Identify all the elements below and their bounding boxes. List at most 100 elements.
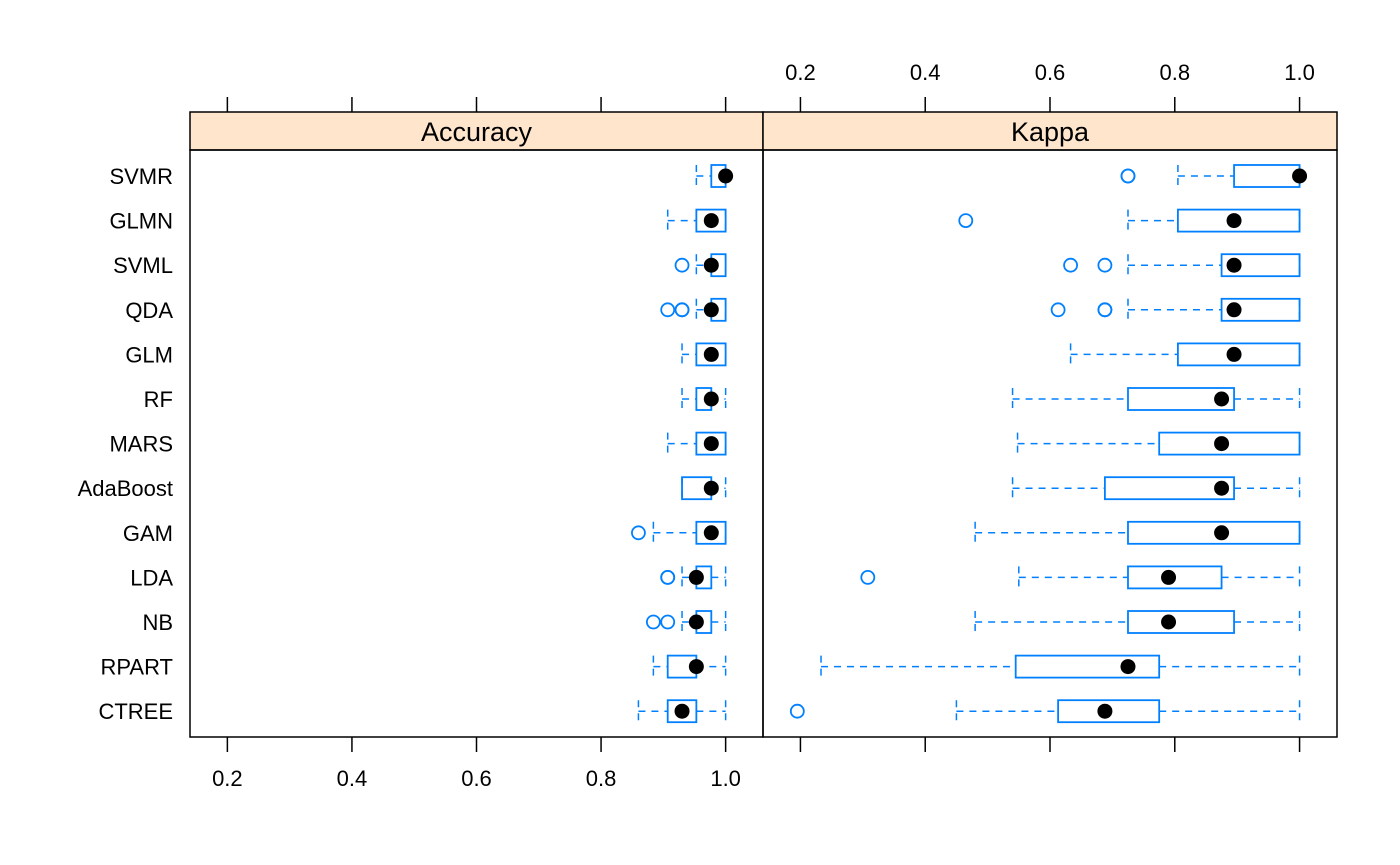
- outlier-point-0: [1063, 257, 1078, 273]
- iqr-box: [695, 520, 727, 545]
- model-label-adaboost: AdaBoost: [78, 476, 173, 501]
- panel-accuracy: Accuracy 0.2 0.4 0.6 0.8 1.0: [189, 97, 764, 791]
- outlier-point-1: [660, 570, 676, 585]
- model-label-mars: MARS: [109, 432, 173, 457]
- tick-label-accuracy-3: 0.8: [586, 766, 617, 791]
- iqr-box: [1127, 387, 1235, 411]
- median-dot: [1161, 614, 1177, 630]
- iqr-box: [666, 699, 698, 724]
- median-dot: [1120, 659, 1136, 675]
- median-dot: [703, 525, 719, 541]
- model-label-svml: SVML: [113, 253, 173, 278]
- median-dot: [1226, 302, 1242, 318]
- box-accuracy-svmr: [695, 164, 734, 188]
- box-kappa-svmr: [1120, 164, 1308, 188]
- model-label-gam: GAM: [123, 521, 173, 546]
- outlier-point-1: [1120, 168, 1136, 184]
- strip-label-kappa: Kappa: [1011, 117, 1090, 147]
- median-dot: [1214, 391, 1230, 407]
- iqr-box: [1233, 164, 1301, 188]
- iqr-box: [1104, 476, 1235, 501]
- median-dot: [703, 302, 719, 318]
- iqr-box: [1127, 520, 1301, 545]
- box-accuracy-svml: [674, 253, 727, 278]
- median-dot: [1292, 168, 1308, 184]
- median-dot: [718, 168, 734, 184]
- median-dot: [1214, 480, 1230, 496]
- box-accuracy-glm: [681, 342, 727, 367]
- outlier-point-0: [674, 257, 690, 273]
- model-label-ctree: CTREE: [98, 699, 173, 724]
- iqr-box: [1177, 208, 1301, 233]
- model-label-svmr: SVMR: [109, 164, 173, 189]
- tick-label-kappa-1: 0.4: [910, 60, 941, 85]
- outlier-point-0: [660, 302, 676, 318]
- iqr-box: [1220, 297, 1301, 322]
- box-accuracy-rf: [681, 387, 727, 411]
- box-accuracy-lda: [660, 565, 727, 590]
- outlier-point-1: [1097, 257, 1113, 273]
- box-accuracy-qda: [660, 297, 727, 322]
- outlier-point-0: [958, 213, 974, 229]
- outlier-point-0: [860, 570, 876, 585]
- tick-label-kappa-3: 0.8: [1159, 60, 1190, 85]
- iqr-box: [695, 342, 727, 367]
- box-kappa-mars: [1016, 431, 1301, 456]
- iqr-box: [695, 208, 727, 233]
- tick-label-accuracy-1: 0.4: [337, 766, 368, 791]
- tick-label-accuracy-2: 0.6: [461, 766, 492, 791]
- iqr-box: [1220, 253, 1301, 278]
- outlier-point-2: [1097, 302, 1113, 318]
- model-label-nb: NB: [142, 610, 173, 635]
- outlier-point-2: [674, 302, 690, 318]
- box-kappa-adaboost: [1011, 476, 1301, 501]
- tick-label-kappa-4: 1.0: [1284, 60, 1315, 85]
- median-dot: [703, 436, 719, 452]
- box-kappa-svml: [1063, 253, 1301, 278]
- box-accuracy-adaboost: [681, 476, 727, 501]
- box-accuracy-mars: [666, 431, 727, 456]
- strip-label-accuracy: Accuracy: [421, 117, 533, 147]
- median-dot: [703, 480, 719, 496]
- panel-frame-accuracy: [189, 149, 764, 738]
- box-accuracy-gam: [631, 520, 727, 545]
- box-accuracy-glmn: [666, 208, 727, 233]
- outlier-point-1: [660, 614, 676, 630]
- outlier-point-0: [789, 703, 805, 719]
- box-accuracy-rpart: [652, 654, 727, 679]
- tick-label-accuracy-0: 0.2: [212, 766, 243, 791]
- box-kappa-rf: [1011, 387, 1301, 411]
- iqr-box: [1158, 431, 1301, 456]
- model-label-rf: RF: [144, 387, 173, 412]
- iqr-box: [1127, 565, 1223, 590]
- outlier-point-0: [631, 525, 646, 541]
- model-labels-layer: SVMR GLMN SVML QDA GLM RF MARS AdaBoost GAM LDA NB…: [78, 164, 174, 724]
- median-dot: [1214, 436, 1230, 452]
- box-accuracy-ctree: [637, 699, 727, 724]
- strip-accuracy: [189, 111, 764, 151]
- box-kappa-gam: [974, 520, 1301, 545]
- model-label-lda: LDA: [130, 565, 173, 590]
- box-kappa-lda: [860, 565, 1301, 590]
- box-kappa-nb: [974, 610, 1301, 634]
- box-kappa-rpart: [820, 654, 1301, 679]
- median-dot: [1226, 257, 1242, 273]
- median-dot: [688, 614, 704, 630]
- model-label-glm: GLM: [125, 342, 173, 367]
- median-dot: [1161, 569, 1177, 585]
- box-accuracy-nb: [645, 610, 727, 634]
- tick-label-kappa-0: 0.2: [785, 60, 816, 85]
- median-dot: [703, 391, 719, 407]
- panel-kappa: Kappa 0.2 0.4 0.6 0.8 1.0: [762, 60, 1338, 752]
- box-kappa-glm: [1069, 342, 1301, 367]
- model-label-glmn: GLMN: [109, 209, 173, 234]
- strip-kappa: [762, 111, 1338, 151]
- median-dot: [1097, 703, 1113, 719]
- iqr-box: [695, 431, 727, 456]
- model-label-rpart: RPART: [100, 655, 173, 680]
- median-dot: [703, 346, 719, 362]
- iqr-box: [1014, 654, 1161, 679]
- median-dot: [674, 703, 690, 719]
- median-dot: [688, 659, 704, 675]
